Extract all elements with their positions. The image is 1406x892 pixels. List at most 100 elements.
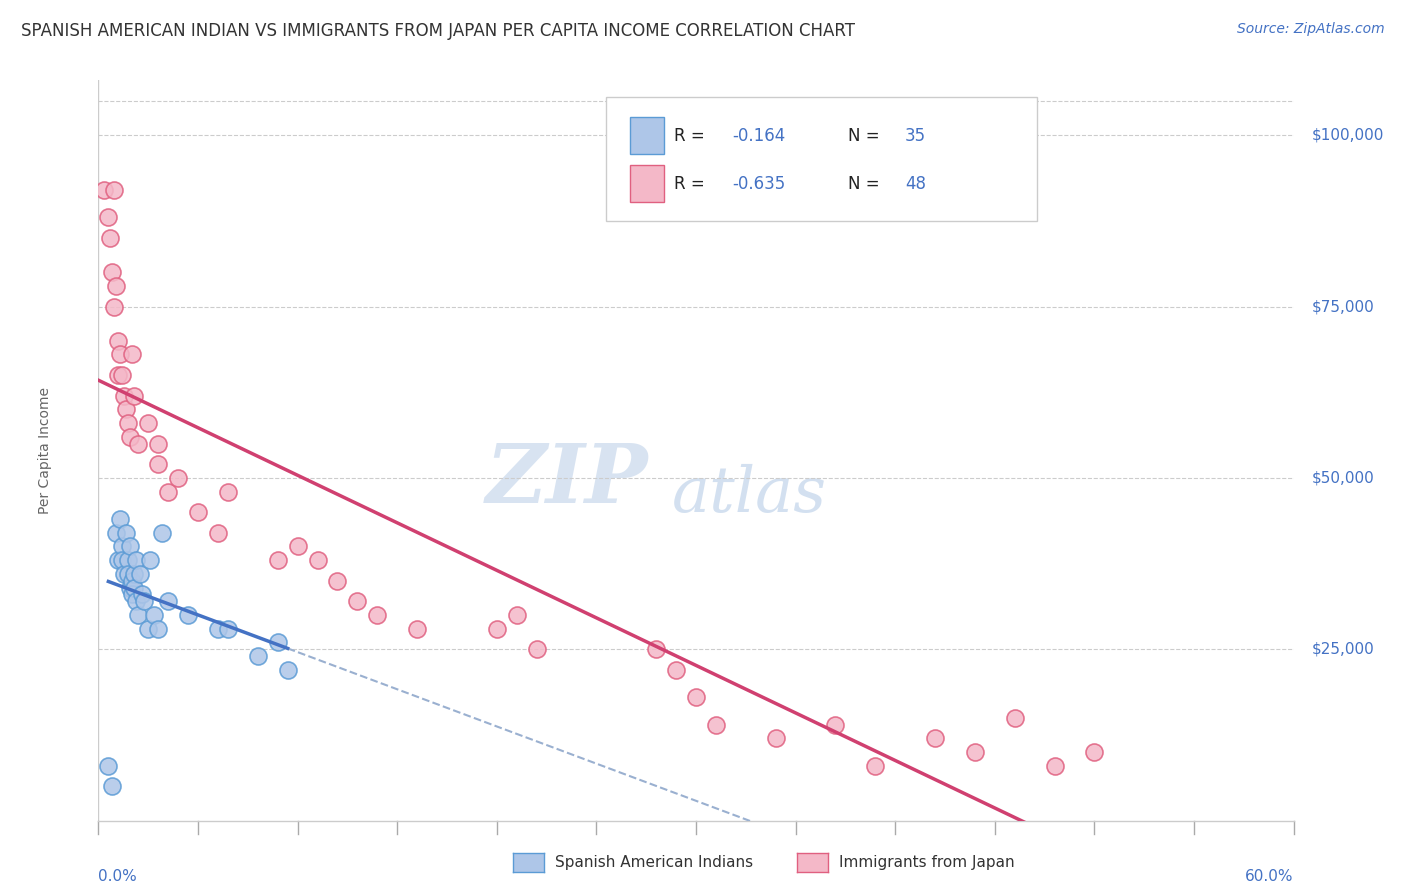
Point (217, 484, 239, 499)
Text: 48: 48 (905, 175, 927, 193)
Point (112, 389, 135, 403)
Point (406, 622, 429, 636)
Point (246, 649, 269, 664)
Point (346, 594, 368, 608)
Point (143, 607, 166, 622)
Text: $25,000: $25,000 (1312, 641, 1374, 657)
Point (93, 183, 115, 197)
Point (217, 622, 239, 636)
Point (107, 334, 129, 348)
Point (117, 416, 139, 430)
Point (485, 622, 508, 636)
Point (103, 300, 125, 314)
Point (121, 347, 143, 361)
Point (148, 436, 170, 450)
Point (287, 540, 309, 554)
Point (685, 690, 707, 705)
Point (111, 540, 134, 554)
Point (167, 471, 190, 485)
FancyBboxPatch shape (606, 96, 1036, 221)
Point (704, 717, 727, 731)
Point (134, 594, 156, 608)
Text: Source: ZipAtlas.com: Source: ZipAtlas.com (1237, 22, 1385, 37)
Point (101, 780, 124, 794)
Point (107, 553, 129, 567)
Text: Immigrants from Japan: Immigrants from Japan (839, 855, 1015, 870)
Point (124, 566, 146, 581)
Point (121, 587, 143, 601)
Text: 60.0%: 60.0% (1246, 869, 1294, 884)
Point (136, 416, 159, 430)
Point (924, 731, 946, 746)
Point (1004, 711, 1026, 725)
Point (103, 183, 125, 197)
Point (326, 574, 349, 588)
Point (665, 663, 688, 677)
Point (824, 717, 846, 731)
Point (110, 347, 132, 361)
Point (112, 566, 135, 581)
Point (111, 368, 134, 382)
Point (120, 581, 142, 595)
Point (125, 594, 148, 608)
Point (157, 594, 180, 608)
Text: $75,000: $75,000 (1312, 299, 1374, 314)
Text: -0.164: -0.164 (733, 127, 785, 145)
Point (765, 731, 787, 746)
Point (105, 525, 128, 540)
Point (307, 553, 329, 567)
Text: -0.635: -0.635 (733, 175, 785, 193)
Point (645, 642, 668, 657)
Bar (630, 165, 664, 202)
Text: N =: N = (848, 127, 884, 145)
Point (117, 553, 139, 567)
Point (121, 574, 143, 588)
Point (131, 587, 153, 601)
Point (187, 505, 209, 519)
Text: R =: R = (675, 175, 710, 193)
Point (207, 525, 229, 540)
Point (124, 389, 146, 403)
Point (117, 566, 139, 581)
Text: $50,000: $50,000 (1312, 470, 1374, 485)
Point (115, 402, 138, 417)
Point (139, 553, 162, 567)
Point (177, 607, 200, 622)
Point (506, 607, 529, 622)
Point (267, 553, 290, 567)
Point (105, 279, 128, 293)
Point (120, 540, 142, 554)
Point (1083, 745, 1105, 759)
Point (865, 759, 887, 773)
Text: ZIP: ZIP (485, 440, 648, 520)
Text: 35: 35 (905, 127, 927, 145)
Point (120, 430, 142, 444)
Point (963, 745, 986, 759)
Point (124, 581, 146, 595)
Text: atlas: atlas (672, 464, 827, 525)
Point (150, 525, 173, 540)
Point (148, 457, 170, 471)
Bar (630, 118, 664, 154)
Point (125, 553, 148, 567)
Point (267, 635, 290, 649)
Point (101, 265, 124, 279)
Point (136, 622, 159, 636)
Point (107, 368, 129, 382)
Point (115, 525, 138, 540)
Point (277, 663, 299, 677)
Text: Per Capita Income: Per Capita Income (38, 387, 52, 514)
Point (127, 607, 149, 622)
Point (97, 211, 120, 225)
Text: Spanish American Indians: Spanish American Indians (555, 855, 754, 870)
Point (97, 759, 120, 773)
Text: 0.0%: 0.0% (98, 869, 138, 884)
Point (127, 436, 149, 450)
Text: R =: R = (675, 127, 710, 145)
Text: $100,000: $100,000 (1312, 128, 1384, 143)
Text: SPANISH AMERICAN INDIAN VS IMMIGRANTS FROM JAPAN PER CAPITA INCOME CORRELATION C: SPANISH AMERICAN INDIAN VS IMMIGRANTS FR… (21, 22, 855, 40)
Point (129, 566, 152, 581)
Point (207, 622, 229, 636)
Point (148, 622, 170, 636)
Point (98, 231, 122, 245)
